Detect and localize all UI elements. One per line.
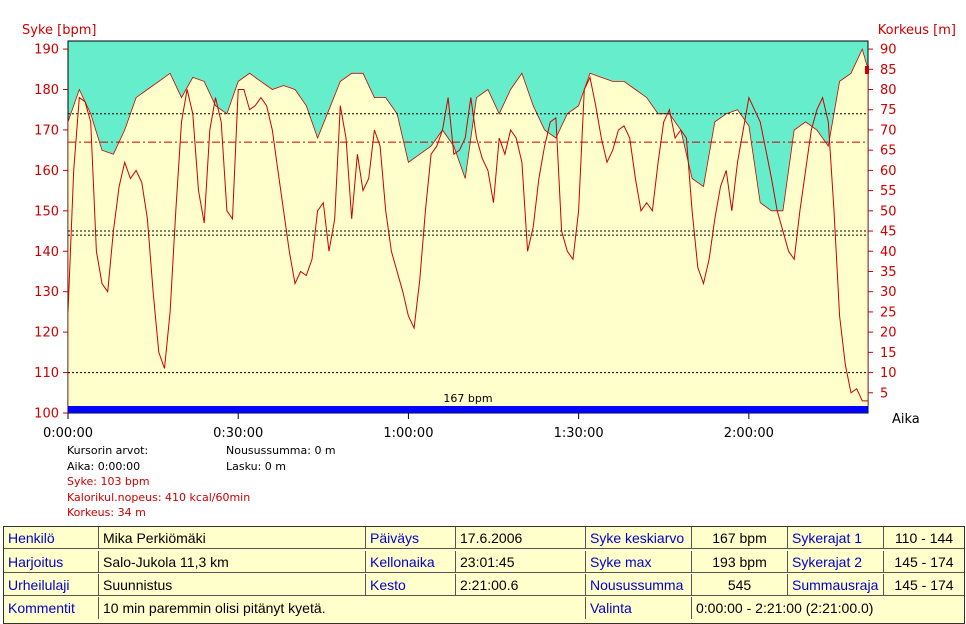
y-right-tick-label-10: 55 [880, 184, 897, 199]
x-tick-label-1: 0:30:00 [213, 426, 263, 441]
cursor-descent: Lasku: 0 m [226, 459, 287, 473]
cursor-values: Kursorin arvot: Aika: 0:00:00 Syke: 103 … [67, 443, 250, 521]
label-kommentit: Kommentit [4, 597, 99, 619]
y-right-tick-label-12: 65 [880, 144, 897, 159]
chart-area[interactable]: 167 bpm Syke [bpm] Korkeus [m] Aika 1001… [0, 0, 966, 524]
value-summausraja[interactable]: 145 - 174 [884, 574, 964, 596]
y-right-tick-label-0: 5 [880, 386, 888, 401]
label-sykerajat-1: Sykerajat 1 [788, 527, 884, 549]
y-right-tick-label-6: 35 [880, 265, 897, 280]
y-left-tick-label-1: 110 [34, 366, 59, 381]
info-table: Henkilö Mika Perkiömäki Päiväys 17.6.200… [3, 526, 965, 624]
y-right-tick-label-1: 10 [880, 366, 897, 381]
value-harjoitus[interactable]: Salo-Jukola 11,3 km [99, 551, 366, 573]
y-left-tick-label-8: 180 [34, 83, 59, 98]
x-tick-label-2: 1:00:00 [383, 426, 433, 441]
label-valinta: Valinta [586, 597, 692, 619]
value-sykerajat-2[interactable]: 145 - 174 [884, 551, 964, 573]
average-bar [68, 406, 868, 413]
y-right-tick-label-16: 85 [880, 63, 897, 78]
y-right-tick-label-11: 60 [880, 164, 897, 179]
label-nousussumma: Nousussumma [586, 574, 692, 596]
value-henkilo[interactable]: Mika Perkiömäki [99, 527, 366, 549]
y-right-tick-label-3: 20 [880, 326, 897, 341]
cursor-calorie-rate: Kalorikul.nopeus: 410 kcal/60min [67, 490, 251, 504]
x-tick-label-3: 1:30:00 [554, 426, 604, 441]
y-right-axis-title: Korkeus [m] [878, 23, 956, 38]
y-left-tick-label-2: 120 [34, 326, 59, 341]
y-left-ticks: 100 110 120 130 140 150 160 170 180 190 [34, 43, 68, 422]
label-kesto: Kesto [366, 574, 456, 596]
zone-lines [68, 113, 868, 374]
value-kellonaika[interactable]: 23:01:45 [456, 551, 586, 573]
y-left-tick-label-3: 130 [34, 285, 59, 300]
x-tick-label-4: 2:00:00 [724, 426, 774, 441]
value-sykerajat-1[interactable]: 110 - 144 [884, 527, 964, 549]
value-kommentit[interactable]: 10 min paremmin olisi pitänyt kyetä. [99, 597, 586, 619]
y-right-tick-label-5: 30 [880, 285, 897, 300]
value-syke-max[interactable]: 193 bpm [692, 551, 788, 573]
label-sykerajat-2: Sykerajat 2 [788, 551, 884, 573]
value-nousussumma[interactable]: 545 [692, 574, 788, 596]
x-axis-title: Aika [892, 412, 920, 427]
label-kellonaika: Kellonaika [366, 551, 456, 573]
value-valinta[interactable]: 0:00:00 - 2:21:00 (2:21:00.0) [696, 600, 874, 616]
label-summausraja: Summausraja [788, 574, 884, 596]
y-right-tick-label-15: 80 [880, 83, 897, 98]
x-ticks: 0:00:00 0:30:00 1:00:00 1:30:00 2:00:00 [43, 413, 774, 441]
label-harjoitus: Harjoitus [4, 551, 99, 573]
label-paivays: Päiväys [366, 527, 456, 549]
label-syke-max: Syke max [586, 551, 692, 573]
cursor-altitude: Korkeus: 34 m [67, 506, 146, 519]
average-label: 167 bpm [443, 392, 492, 405]
y-right-ticks: 5 10 15 20 25 30 35 40 45 50 55 60 65 70 75 80 85 90 [868, 43, 897, 401]
label-syke-keskiarvo: Syke keskiarvo [586, 527, 692, 549]
cursor-time: Aika: 0:00:00 [67, 459, 141, 473]
y-right-tick-label-4: 25 [880, 305, 897, 320]
cursor-heart-rate: Syke: 103 bpm [67, 475, 150, 488]
y-left-tick-label-7: 170 [34, 123, 59, 138]
value-urheilulaji[interactable]: Suunnistus [99, 574, 366, 596]
y-left-tick-label-0: 100 [34, 407, 59, 422]
y-left-tick-label-5: 150 [34, 204, 59, 219]
y-right-tick-label-13: 70 [880, 123, 897, 138]
y-right-tick-label-17: 90 [880, 43, 897, 58]
cursor-ascent: Nousussumma: 0 m [226, 444, 336, 457]
label-henkilo: Henkilö [4, 527, 99, 549]
value-kesto[interactable]: 2:21:00.6 [456, 574, 586, 596]
value-paivays[interactable]: 17.6.2006 [456, 527, 586, 549]
value-syke-keskiarvo[interactable]: 167 bpm [692, 527, 788, 549]
y-left-tick-label-6: 160 [34, 164, 59, 179]
cursor-marker [865, 66, 869, 74]
heart-rate-line [68, 75, 868, 402]
y-left-axis-title: Syke [bpm] [22, 23, 96, 38]
cursor-title: Kursorin arvot: [67, 444, 149, 457]
label-urheilulaji: Urheilulaji [4, 574, 99, 596]
y-right-tick-label-9: 50 [880, 204, 897, 219]
y-right-tick-label-14: 75 [880, 103, 897, 118]
y-left-tick-label-4: 140 [34, 245, 59, 260]
y-left-tick-label-9: 190 [34, 43, 59, 58]
y-right-tick-label-7: 40 [880, 245, 897, 260]
x-tick-label-0: 0:00:00 [43, 426, 93, 441]
y-right-tick-label-8: 45 [880, 225, 897, 240]
y-right-tick-label-2: 15 [880, 346, 897, 361]
cursor-values-2: Nousussumma: 0 m Lasku: 0 m [226, 443, 336, 474]
